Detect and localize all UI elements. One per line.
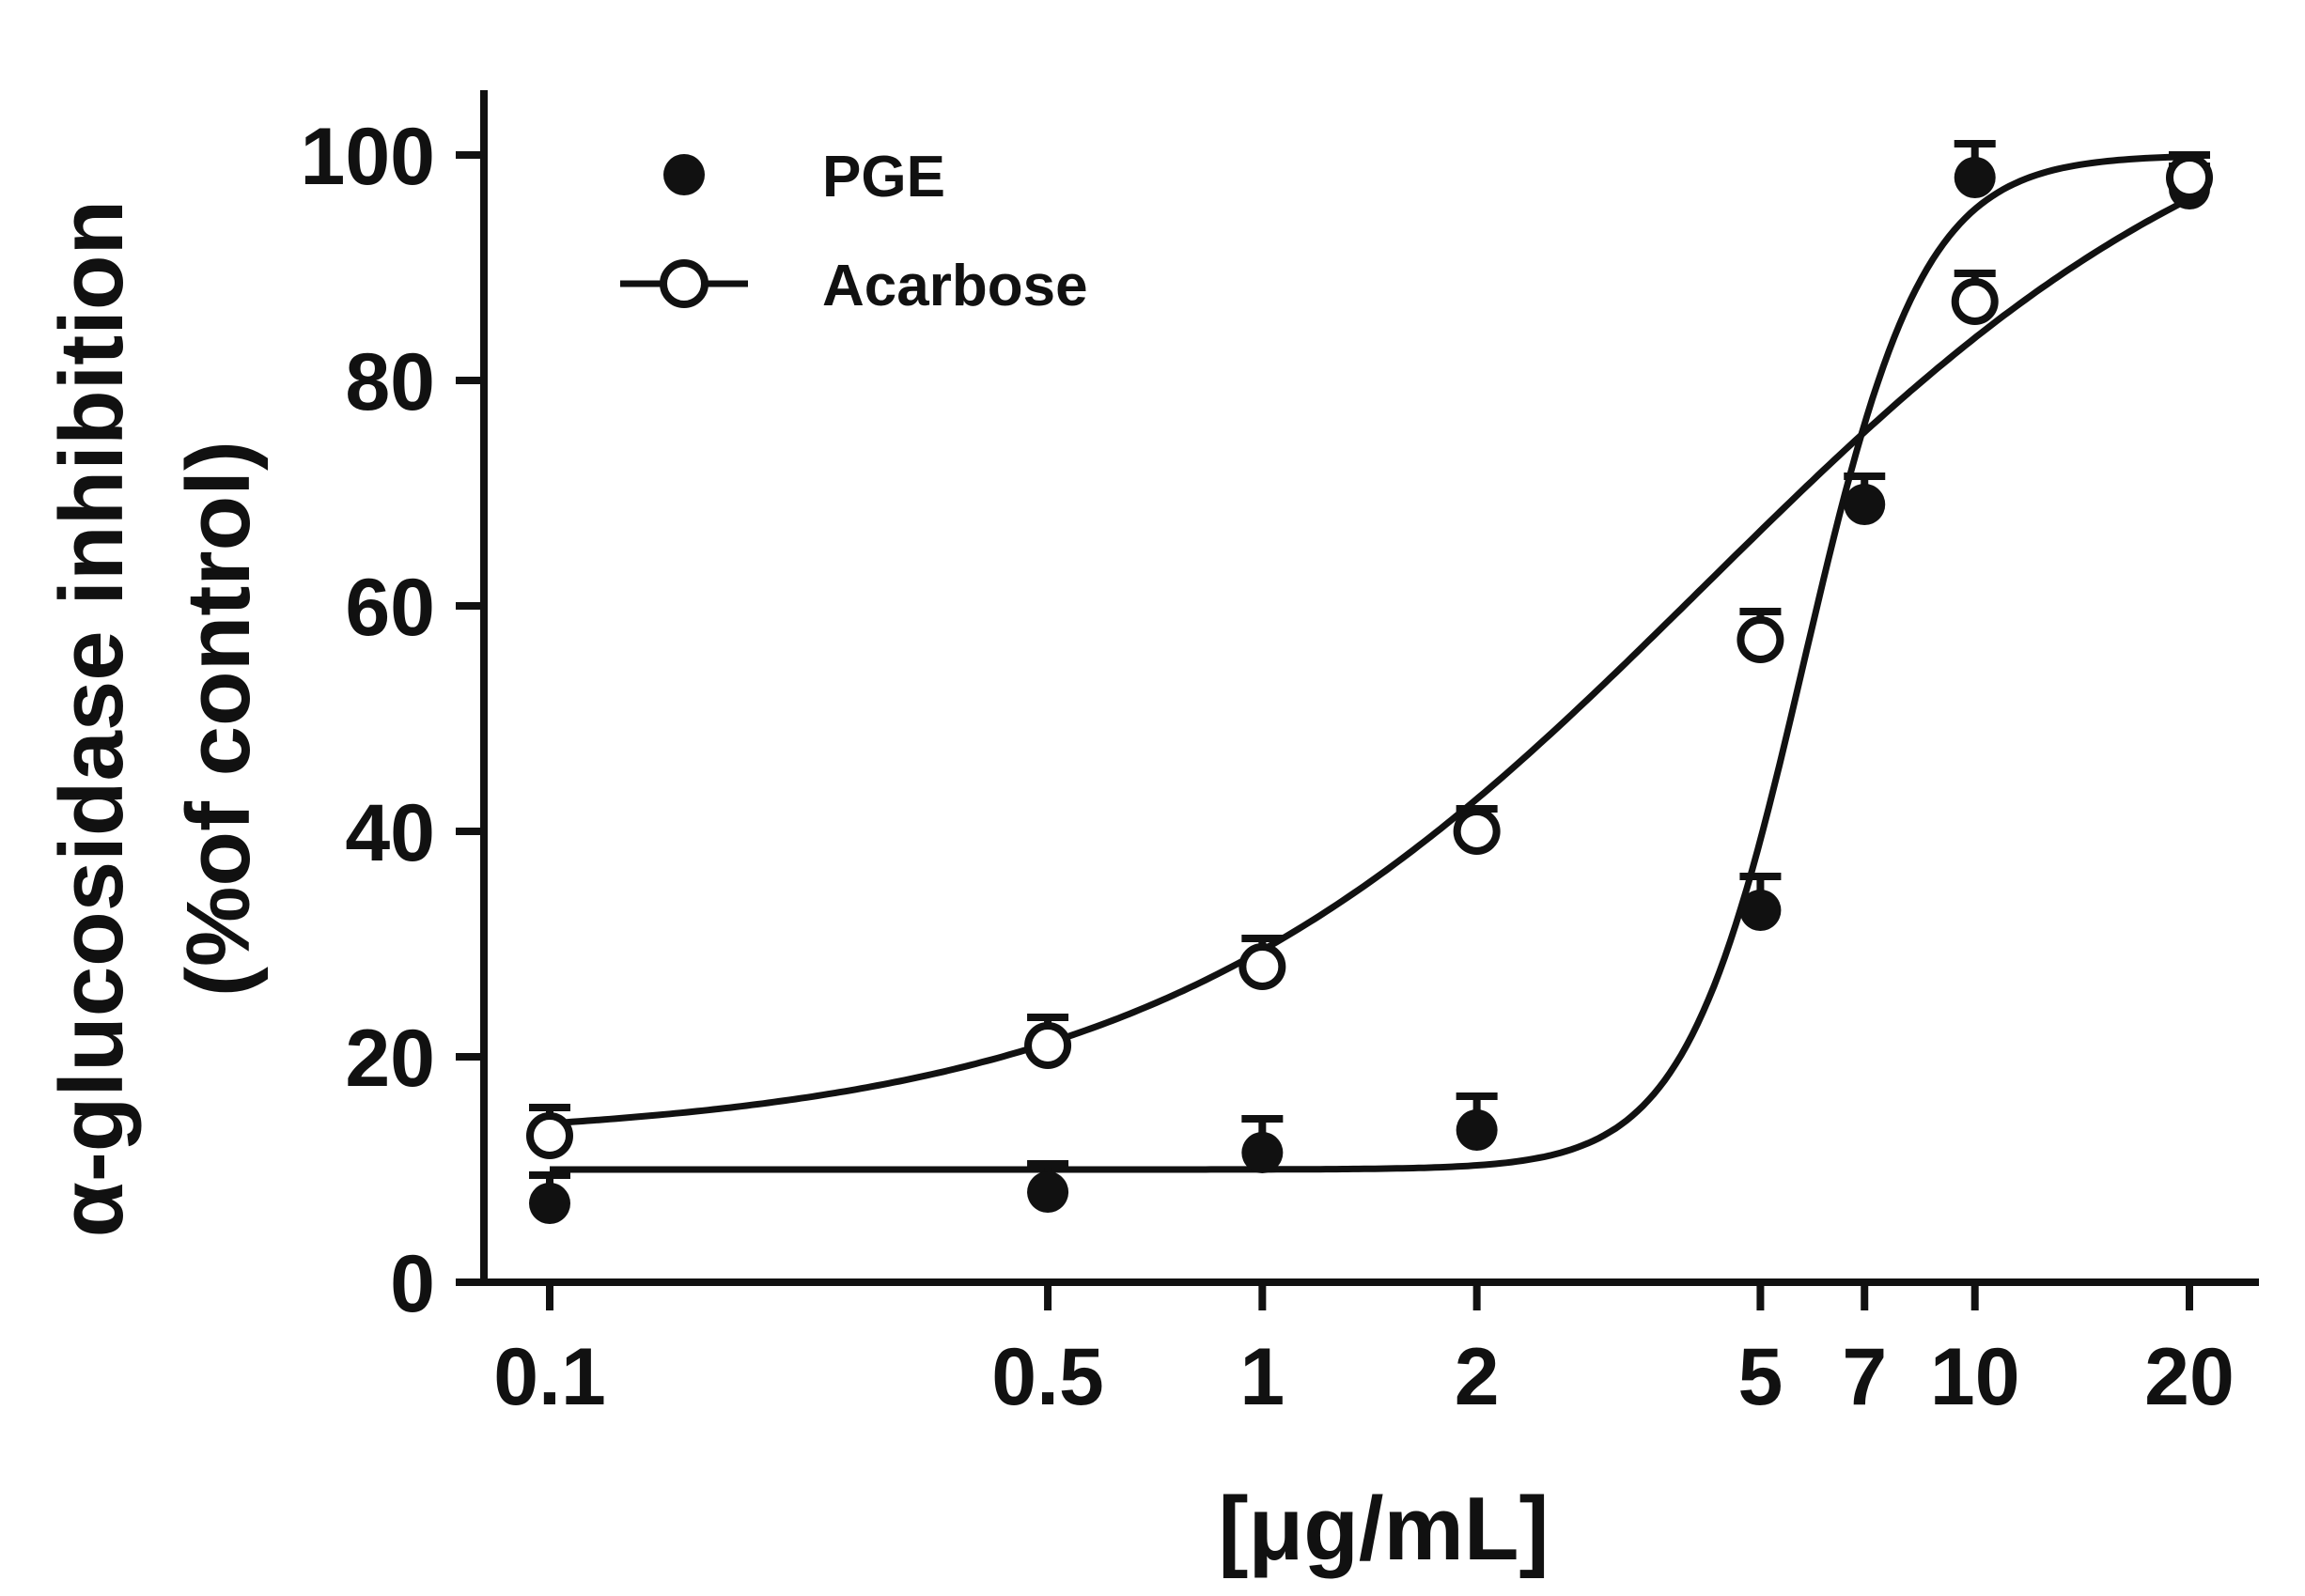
legend-marker-acarbose [660, 259, 709, 308]
x-axis-title: [μg/mL] [1219, 1479, 1550, 1579]
x-tick-label: 0.5 [991, 1332, 1104, 1422]
fit-curves [549, 153, 2191, 1173]
point-pge [529, 1183, 570, 1224]
fit-curve-acarbose [549, 195, 2191, 1127]
point-pge [1954, 157, 1996, 198]
point-pge [1844, 484, 1886, 525]
y-axis-title-line1: α-glucosidase inhibition [41, 200, 142, 1237]
x-tick-label: 10 [1930, 1332, 2020, 1422]
y-ticks: 0 20 40 60 80 100 [301, 112, 484, 1329]
y-tick-label: 80 [345, 337, 435, 427]
x-tick-label: 20 [2144, 1332, 2235, 1422]
point-pge [1241, 1132, 1284, 1173]
point-acarbose [1737, 616, 1784, 663]
point-pge [1456, 1109, 1498, 1151]
point-acarbose [2166, 154, 2213, 201]
point-pge [1739, 890, 1782, 931]
legend-label-pge: PGE [822, 145, 945, 209]
point-pge [1027, 1171, 1069, 1213]
point-acarbose [1951, 278, 1999, 325]
x-tick-label: 5 [1738, 1332, 1783, 1422]
y-axis-title-line2: (%of control) [168, 441, 269, 997]
y-tick-label: 60 [345, 563, 435, 653]
x-tick-label: 1 [1239, 1332, 1285, 1422]
point-acarbose [526, 1112, 573, 1159]
x-tick-label: 2 [1455, 1332, 1500, 1422]
fit-curve-pge [550, 153, 2190, 1173]
axes [480, 90, 2259, 1286]
point-acarbose [1238, 943, 1286, 990]
y-tick-label: 100 [301, 112, 436, 202]
y-tick-label: 40 [345, 788, 435, 878]
legend: PGE Acarbose [620, 145, 1088, 318]
y-tick-label: 0 [390, 1239, 435, 1329]
x-tick-label: 0.1 [493, 1332, 606, 1422]
y-tick-label: 20 [345, 1014, 435, 1104]
legend-label-acarbose: Acarbose [822, 254, 1088, 318]
point-acarbose [1453, 808, 1501, 855]
data-points [526, 154, 2213, 1224]
legend-marker-pge [663, 154, 705, 195]
point-acarbose [1024, 1022, 1072, 1069]
x-ticks: 0.1 0.5 1 2 5 7 10 20 [493, 1282, 2235, 1422]
x-tick-label: 7 [1842, 1332, 1887, 1422]
